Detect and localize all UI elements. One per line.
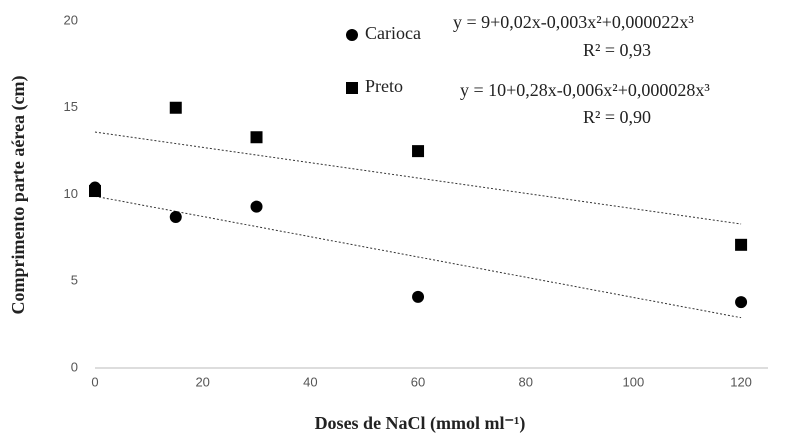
- trendline: [94, 195, 742, 319]
- x-tick-label: 40: [303, 374, 317, 389]
- x-tick-label: 80: [518, 374, 532, 389]
- equation: y = 9+0,02x-0,003x²+0,000022x³: [453, 12, 694, 32]
- y-tick-label: 10: [64, 186, 78, 201]
- r-squared: R² = 0,90: [583, 107, 651, 127]
- legend-marker: [346, 29, 358, 41]
- marker: [735, 296, 748, 309]
- legend-marker: [346, 82, 358, 94]
- y-tick-label: 15: [64, 99, 78, 114]
- y-axis-title: Comprimento parte aérea (cm): [8, 75, 29, 314]
- y-tick-label: 5: [71, 273, 78, 288]
- marker: [412, 145, 425, 158]
- marker: [250, 200, 263, 213]
- trendline: [94, 131, 742, 225]
- marker: [412, 290, 425, 303]
- r-squared: R² = 0,93: [583, 40, 651, 60]
- x-tick-label: 0: [91, 374, 98, 389]
- marker: [169, 101, 182, 114]
- marker: [735, 238, 748, 251]
- x-tick-label: 120: [730, 374, 752, 389]
- marker: [89, 185, 101, 198]
- legend-label: Carioca: [365, 23, 421, 43]
- legend-label: Preto: [365, 76, 403, 96]
- marker: [169, 211, 182, 224]
- x-tick-label: 20: [195, 374, 209, 389]
- x-axis-title: Doses de NaCl (mmol ml⁻¹): [315, 413, 526, 434]
- x-tick-label: 100: [623, 374, 645, 389]
- y-tick-label: 0: [71, 359, 78, 374]
- equation: y = 10+0,28x-0,006x²+0,000028x³: [460, 80, 710, 100]
- marker: [250, 131, 263, 144]
- y-tick-label: 20: [64, 12, 78, 27]
- x-tick-label: 60: [411, 374, 425, 389]
